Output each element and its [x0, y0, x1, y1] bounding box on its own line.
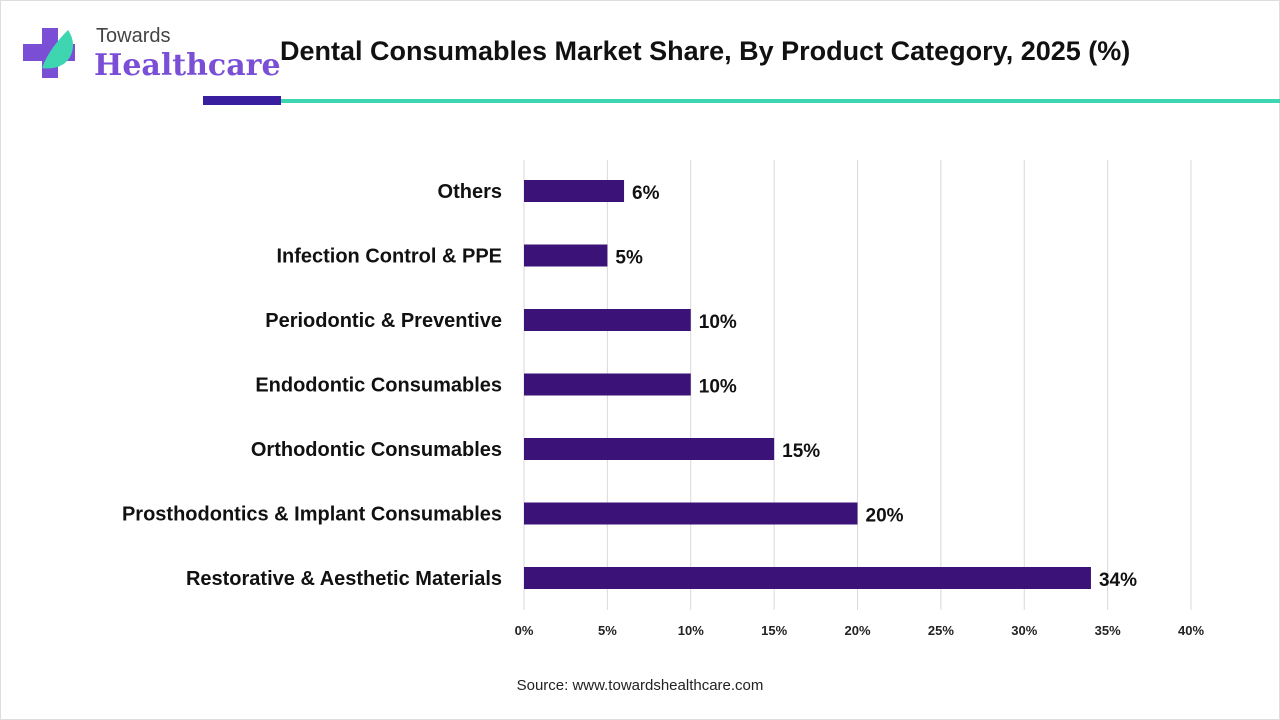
x-tick-label: 30%	[1011, 623, 1037, 638]
bar	[524, 244, 608, 267]
category-label: Endodontic Consumables	[255, 375, 502, 397]
x-tick-label: 20%	[844, 623, 870, 638]
logo-cross-icon	[23, 28, 75, 78]
bar	[524, 567, 1091, 589]
category-label: Restorative & Aesthetic Materials	[186, 568, 502, 590]
x-tick-label: 15%	[761, 623, 787, 638]
category-label: Infection Control & PPE	[276, 246, 502, 268]
data-label: 5%	[615, 248, 643, 269]
bar	[524, 438, 775, 460]
chart-title: Dental Consumables Market Share, By Prod…	[280, 36, 1131, 66]
bar	[524, 180, 625, 202]
data-label: 34%	[1099, 570, 1137, 591]
data-label: 10%	[699, 312, 737, 333]
x-tick-label: 25%	[928, 623, 954, 638]
x-tick-label: 40%	[1178, 623, 1204, 638]
title-underline-teal	[281, 99, 1280, 103]
title-underline-dark	[203, 96, 281, 105]
data-label: 6%	[632, 183, 660, 204]
logo-text-healthcare: Healthcare	[94, 48, 281, 83]
category-label: Prosthodontics & Implant Consumables	[122, 504, 502, 526]
data-label: 15%	[782, 441, 820, 462]
category-label: Others	[438, 181, 502, 203]
x-tick-label: 35%	[1095, 623, 1121, 638]
category-label: Orthodontic Consumables	[251, 439, 502, 461]
bar	[524, 502, 858, 525]
data-label: 20%	[866, 506, 904, 527]
source-text: Source: www.towardshealthcare.com	[516, 677, 764, 694]
data-label: 10%	[699, 377, 737, 398]
logo-text-towards: Towards	[96, 25, 171, 47]
x-tick-label: 5%	[598, 623, 617, 638]
x-tick-label: 10%	[678, 623, 704, 638]
logo: Towards Healthcare	[20, 22, 281, 83]
x-tick-label: 0%	[515, 623, 534, 638]
bar	[524, 309, 691, 331]
category-label: Periodontic & Preventive	[265, 310, 502, 332]
bar	[524, 373, 691, 396]
